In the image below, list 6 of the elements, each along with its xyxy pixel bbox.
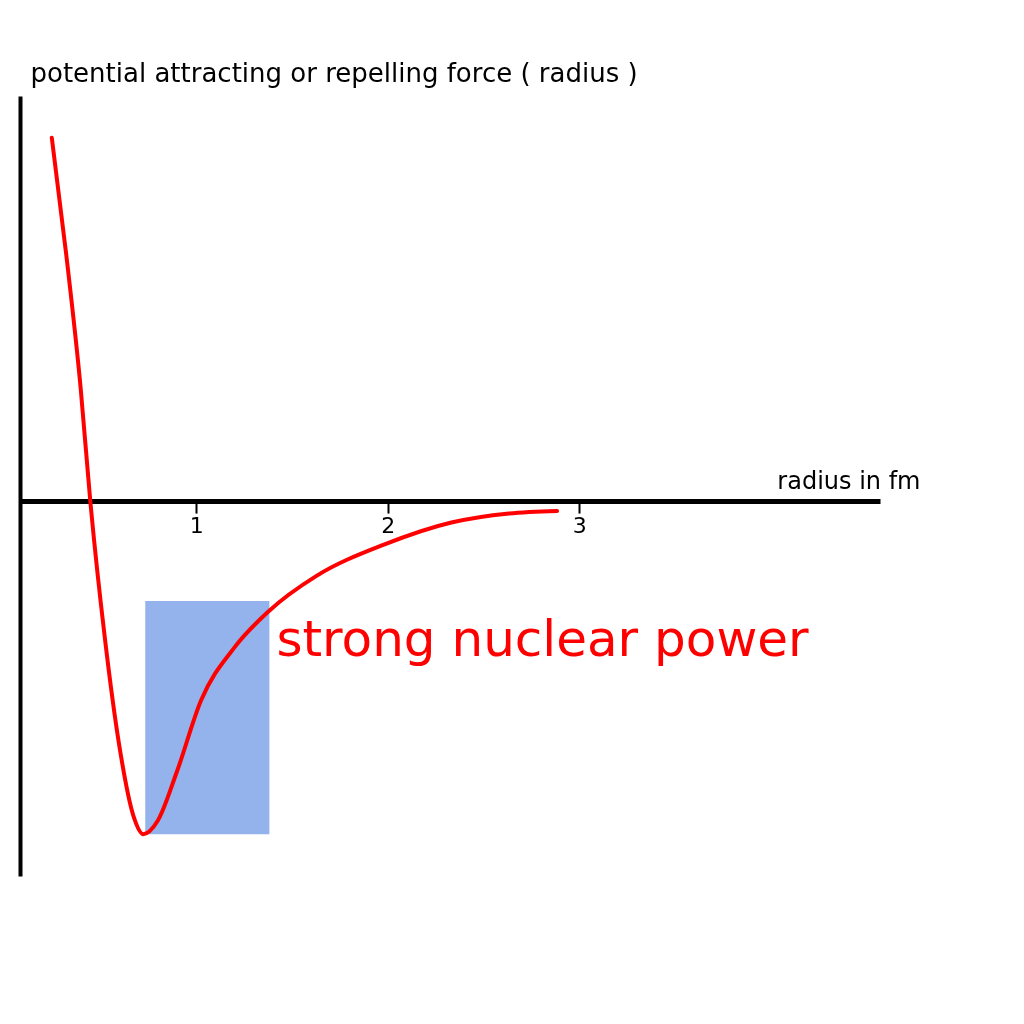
x-tick-label: 2 — [381, 512, 396, 538]
x-axis-title: radius in fm — [777, 466, 921, 495]
x-tick-label: 1 — [189, 512, 204, 538]
x-tick-label: 3 — [572, 512, 587, 538]
series-label: strong nuclear power — [276, 609, 810, 668]
y-axis-title: potential attracting or repelling force ( radius ) — [30, 57, 638, 88]
